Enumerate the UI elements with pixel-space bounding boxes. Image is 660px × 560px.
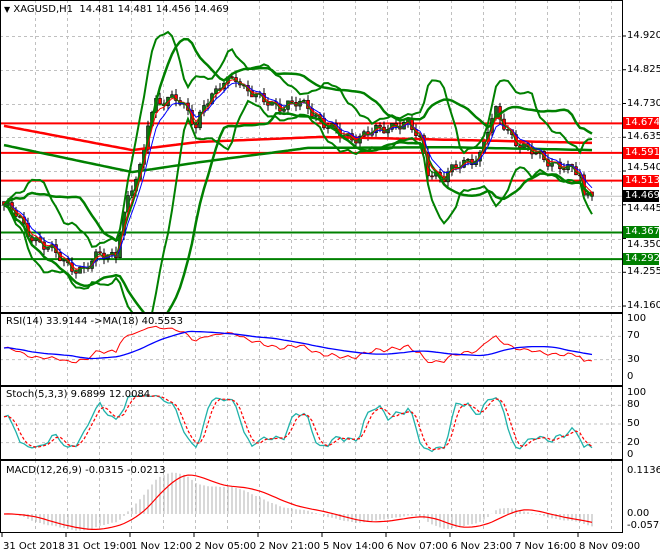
price-axis-label: 14.255 xyxy=(627,266,660,278)
candle-body xyxy=(290,100,294,103)
stoch-header: Stoch(5,3,3) 9.6899 12.0084 xyxy=(6,389,151,400)
candle-body xyxy=(230,76,234,79)
candle xyxy=(470,154,474,169)
stoch-axis-label: 0 xyxy=(627,449,634,460)
price-axis-label: 14.825 xyxy=(627,63,660,75)
resistance-level-label: 14.591 xyxy=(623,146,660,159)
stoch-signal-line xyxy=(3,395,593,451)
ma-mid-line xyxy=(3,79,593,271)
long-ma-red-line xyxy=(3,124,592,152)
candle xyxy=(198,109,202,131)
bollinger-upper-band xyxy=(3,37,593,242)
time-axis-label: 31 Oct 19:00 xyxy=(67,541,133,552)
time-axis-label: 6 Nov 07:00 xyxy=(387,541,449,552)
price-axis-label: 14.635 xyxy=(627,131,660,143)
candle-body xyxy=(282,109,286,112)
price-axis-label: 14.350 xyxy=(627,239,660,251)
candle-body xyxy=(46,247,50,250)
macd-histogram xyxy=(7,472,593,531)
macd-axis-label: 0.00 xyxy=(627,508,650,519)
price-axis-label: 14.160 xyxy=(627,300,660,312)
stoch-axis-label: 50 xyxy=(627,418,640,429)
rsi-ma-line xyxy=(3,330,593,360)
rsi-line xyxy=(3,325,593,364)
ohlc-readout: 14.481 14.481 14.456 14.469 xyxy=(79,4,229,15)
candle-body xyxy=(98,251,102,254)
candle-body xyxy=(534,152,538,155)
candle-body xyxy=(158,98,162,105)
candle xyxy=(394,119,398,130)
stoch-axis-label: 100 xyxy=(627,387,647,398)
time-axis-label: 7 Nov 16:00 xyxy=(515,541,577,552)
triangle-down-icon[interactable]: ▼ xyxy=(4,5,11,14)
time-axis-label: 5 Nov 14:00 xyxy=(323,541,385,552)
time-axis-label: 6 Nov 23:00 xyxy=(451,541,513,552)
rsi-axis-label: 70 xyxy=(627,330,640,342)
candle xyxy=(550,158,554,172)
candle xyxy=(386,124,390,139)
price-axis-label: 14.920 xyxy=(627,30,660,41)
rsi-axis-label: 0 xyxy=(627,371,634,382)
bollinger-lower-band xyxy=(3,111,593,312)
price-axis-label: 14.540 xyxy=(627,161,660,173)
time-axis-label: 8 Nov 09:00 xyxy=(579,541,641,552)
chart-header: ▼ XAGUSD,H1 14.481 14.481 14.456 14.469 xyxy=(4,4,229,15)
ma-slow-line xyxy=(3,77,593,273)
price-axis-label: 14.730 xyxy=(627,97,660,109)
rsi-frame xyxy=(0,313,623,386)
long-ma-green-line xyxy=(3,143,593,174)
wide-band-lower xyxy=(3,99,593,312)
macd-axis-label: -0.0579 xyxy=(627,520,660,531)
stoch-frame xyxy=(0,386,623,460)
wide-band-upper xyxy=(3,30,593,248)
rsi-header: RSI(14) 33.9144 ->MA(18) 40.5553 xyxy=(6,316,183,327)
candle xyxy=(62,259,66,267)
rsi-axis-label: 30 xyxy=(627,353,640,365)
main-frame xyxy=(0,0,623,313)
macd-signal-line xyxy=(3,474,593,530)
macd-axis-label: 0.1136 xyxy=(627,465,660,476)
time-axis-label: 1 Nov 12:00 xyxy=(131,541,193,552)
macd-frame xyxy=(0,460,623,533)
time-axis-label: 2 Nov 21:00 xyxy=(259,541,321,552)
stoch-axis-label: 20 xyxy=(627,436,640,448)
candle xyxy=(98,246,102,254)
macd-header: MACD(12,26,9) -0.0315 -0.0213 xyxy=(6,465,166,476)
candle-body xyxy=(430,175,434,178)
price-axis-label: 14.445 xyxy=(627,203,660,215)
support-level-label: 14.367 xyxy=(623,226,660,239)
current-price-label: 14.469 xyxy=(623,190,660,203)
resistance-level-label: 14.513 xyxy=(623,174,660,187)
stoch-main-line xyxy=(3,394,593,453)
time-axis-label: 2 Nov 05:00 xyxy=(195,541,257,552)
candle xyxy=(446,167,450,188)
resistance-level-label: 14.674 xyxy=(623,117,660,130)
candle xyxy=(358,133,362,148)
candle xyxy=(290,96,294,104)
rsi-axis-label: 100 xyxy=(627,313,647,324)
time-axis-label: 31 Oct 2018 xyxy=(3,541,65,552)
candle-body xyxy=(378,125,382,128)
candle xyxy=(410,114,414,133)
stoch-axis-label: 80 xyxy=(627,399,640,411)
symbol-label: XAGUSD,H1 xyxy=(13,4,74,15)
candle xyxy=(158,92,162,106)
support-level-label: 14.292 xyxy=(623,253,660,266)
